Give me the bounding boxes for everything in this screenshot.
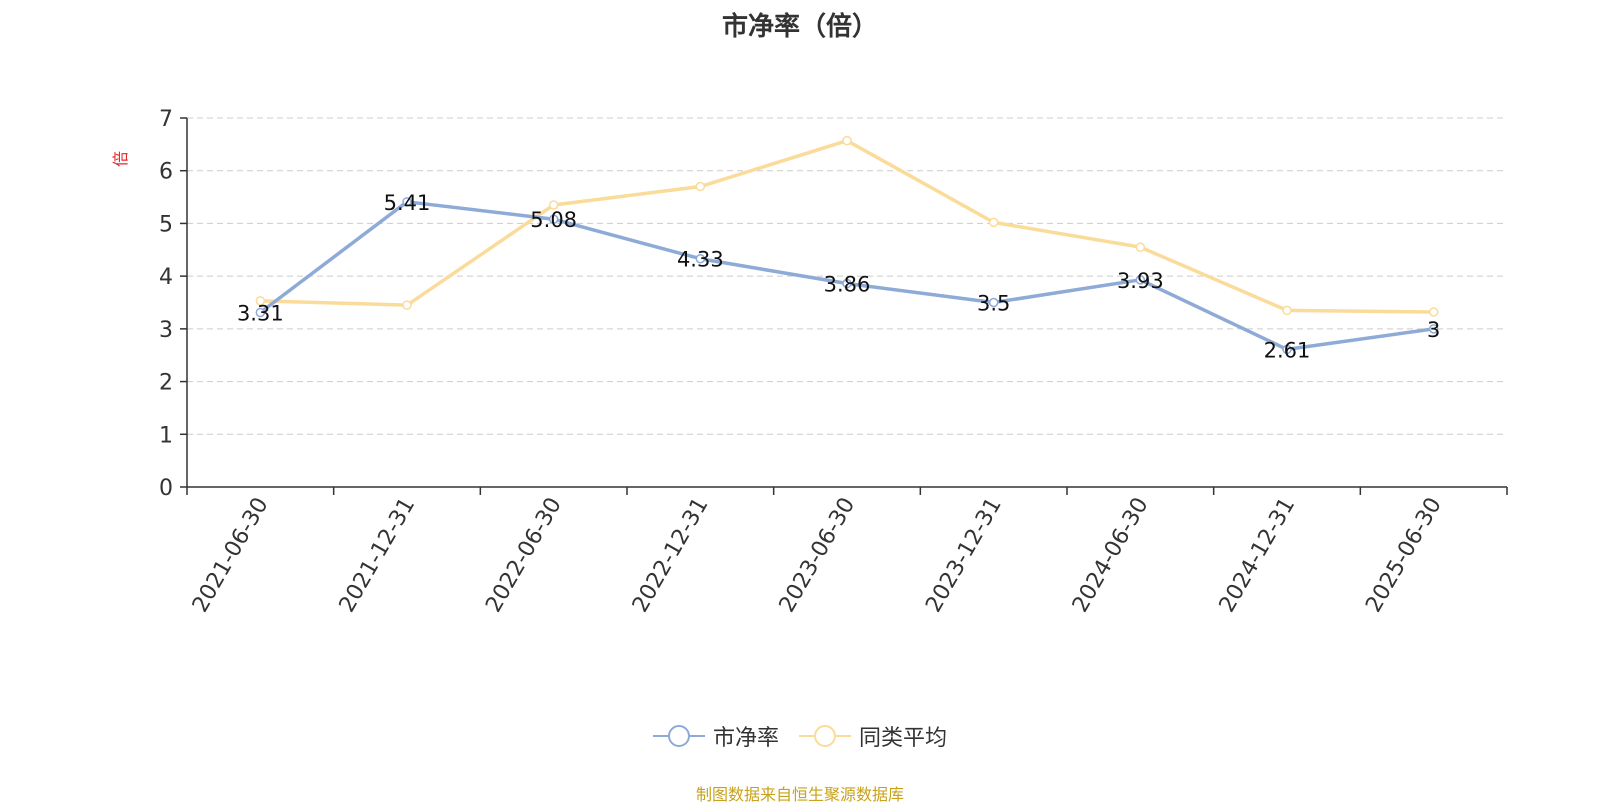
x-tick-label: 2024-06-30 xyxy=(1068,494,1154,617)
data-point-pb xyxy=(548,214,559,224)
legend: 市净率 同类平均 xyxy=(0,720,1600,752)
y-tick-label: 2 xyxy=(159,371,173,396)
legend-item-pb[interactable]: 市净率 xyxy=(652,720,779,752)
x-tick-label: 2022-12-31 xyxy=(628,494,714,617)
x-tick-label: 2023-06-30 xyxy=(775,494,861,617)
y-tick-label: 4 xyxy=(159,265,173,290)
data-point-pb xyxy=(255,307,266,318)
data-source-note: 制图数据来自恒生聚源数据库 xyxy=(695,785,904,804)
y-tick-label: 1 xyxy=(159,423,173,448)
y-tick-label: 3 xyxy=(159,318,173,343)
data-label: 4.33 xyxy=(677,248,724,272)
data-point-pb xyxy=(1135,275,1146,285)
data-point-peer-avg xyxy=(402,300,412,310)
data-point-peer-avg xyxy=(988,217,999,228)
data-label: 5.41 xyxy=(384,191,431,215)
y-axis-label: 倍 xyxy=(111,151,130,167)
y-tick-label: 7 xyxy=(159,107,173,132)
data-point-peer-avg xyxy=(1282,305,1292,316)
data-point-pb xyxy=(402,197,412,207)
x-tick-label: 2021-12-31 xyxy=(335,494,421,617)
y-tick-label: 6 xyxy=(159,160,173,185)
x-tick-label: 2024-12-31 xyxy=(1215,494,1301,617)
chart-title: 市净率（倍） xyxy=(721,12,878,42)
data-point-peer-avg xyxy=(842,135,852,146)
data-label: 3.93 xyxy=(1117,269,1164,293)
legend-marker-pb-icon xyxy=(652,725,705,747)
data-point-peer-avg xyxy=(1428,307,1439,317)
data-label: 2.61 xyxy=(1264,338,1311,362)
legend-item-peer-avg[interactable]: 同类平均 xyxy=(799,720,947,752)
x-tick-label: 2021-06-30 xyxy=(188,494,274,617)
legend-marker-peer-avg-icon xyxy=(799,725,851,747)
data-point-peer-avg xyxy=(695,181,706,192)
data-point-peer-avg xyxy=(1135,242,1146,252)
legend-label-peer-avg: 同类平均 xyxy=(859,726,948,751)
y-tick-label: 0 xyxy=(159,476,173,501)
x-tick-label: 2023-12-31 xyxy=(921,494,1007,617)
x-tick-label: 2025-06-30 xyxy=(1361,494,1447,617)
data-label: 3.31 xyxy=(237,302,284,326)
data-point-pb xyxy=(1282,344,1292,355)
data-point-peer-avg xyxy=(255,296,266,306)
x-tick-label: 2022-06-30 xyxy=(481,494,567,617)
data-point-pb xyxy=(695,253,706,264)
data-point-peer-avg xyxy=(548,200,559,210)
data-label: 3 xyxy=(1427,318,1440,342)
legend-label-pb: 市净率 xyxy=(712,726,779,751)
data-label: 3.86 xyxy=(824,273,871,297)
y-tick-label: 5 xyxy=(159,212,173,237)
data-label: 3.5 xyxy=(977,292,1010,316)
data-label: 5.08 xyxy=(530,208,577,232)
data-point-pb xyxy=(988,297,999,308)
data-point-pb xyxy=(1428,324,1439,334)
data-point-pb xyxy=(842,278,852,289)
